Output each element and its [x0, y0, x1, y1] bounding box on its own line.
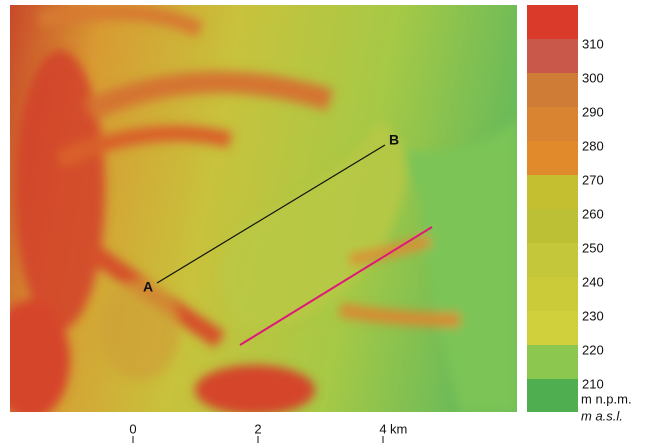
legend-label: 310 [582, 36, 604, 51]
legend-unit: m n.p.m. [581, 391, 632, 406]
legend-label: 300 [582, 70, 604, 85]
scale-label: 0 [129, 421, 136, 436]
scale-unit: km [390, 421, 407, 436]
point-label: B [389, 132, 399, 148]
legend-label: 220 [582, 342, 604, 357]
legend-label: 240 [582, 274, 604, 289]
scale-bar: 0 2 4 km [129, 421, 407, 443]
legend-unit: m a.s.l. [581, 408, 623, 423]
scale-label: 4 [379, 421, 386, 436]
legend-label: 250 [582, 240, 604, 255]
point-label: A [143, 279, 153, 295]
legend-label: 290 [582, 104, 604, 119]
legend-label: 230 [582, 308, 604, 323]
relief-map [0, 5, 517, 420]
scale-label: 2 [254, 421, 261, 436]
legend-label: 280 [582, 138, 604, 153]
legend-label: 210 [582, 376, 604, 391]
legend: m n.p.m. m a.s.l. 310 300 290 280 270 260 250 2… [527, 5, 632, 423]
legend-label: 270 [582, 172, 604, 187]
map-figure: A B 0 2 4 km m n.p.m. m a.s.l. 310 300 290… [0, 0, 647, 443]
legend-label: 260 [582, 206, 604, 221]
